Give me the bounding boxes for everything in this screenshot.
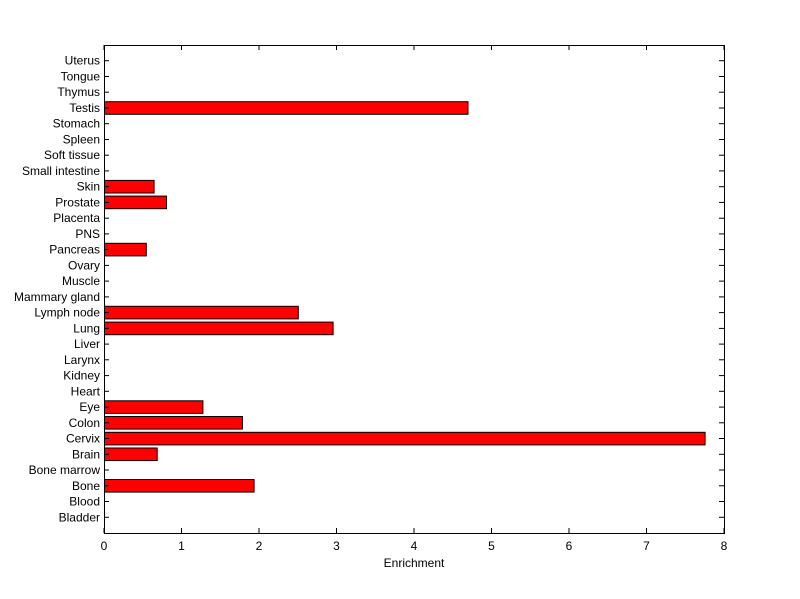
y-tick-label-kidney: Kidney: [63, 369, 100, 383]
y-tick-label-stomach: Stomach: [53, 117, 100, 131]
bar-prostate: [104, 195, 167, 210]
y-tick-label-lung: Lung: [73, 321, 100, 335]
y-tick-label-colon: Colon: [69, 416, 100, 430]
x-tick-label-6: 6: [566, 539, 573, 553]
bar-bone: [104, 479, 255, 493]
y-tick-label-bone-marrow: Bone marrow: [29, 463, 101, 477]
y-tick-label-brain: Brain: [72, 447, 100, 461]
y-tick-label-uterus: Uterus: [65, 54, 100, 68]
bar-pancreas: [104, 242, 147, 257]
bars-group: [104, 101, 706, 493]
y-tick-label-eye: Eye: [79, 400, 100, 414]
x-tick-label-3: 3: [333, 539, 340, 553]
x-tick-label-1: 1: [178, 539, 185, 553]
y-tick-label-spleen: Spleen: [63, 133, 100, 147]
y-tick-label-heart: Heart: [71, 384, 101, 398]
x-tick-label-7: 7: [643, 539, 650, 553]
bar-testis: [104, 101, 469, 115]
y-tick-label-mammary-gland: Mammary gland: [14, 290, 100, 304]
y-tick-label-muscle: Muscle: [62, 274, 100, 288]
y-tick-label-testis: Testis: [69, 101, 100, 115]
y-tick-label-pancreas: Pancreas: [49, 243, 100, 257]
y-tick-label-lymph-node: Lymph node: [34, 306, 100, 320]
y-tick-label-skin: Skin: [77, 180, 100, 194]
x-tick-label-5: 5: [488, 539, 495, 553]
y-tick-label-thymus: Thymus: [57, 85, 100, 99]
y-tick-label-soft-tissue: Soft tissue: [44, 148, 100, 162]
y-tick-label-larynx: Larynx: [64, 353, 100, 367]
x-tick-label-0: 0: [101, 539, 108, 553]
x-axis-label: Enrichment: [384, 556, 445, 570]
bar-cervix: [104, 431, 706, 446]
x-tick-label-8: 8: [721, 539, 728, 553]
bar-brain: [104, 447, 158, 462]
y-tick-label-cervix: Cervix: [66, 432, 100, 446]
y-tick-label-bone: Bone: [72, 479, 100, 493]
bar-eye: [104, 400, 204, 414]
x-tick-label-2: 2: [256, 539, 263, 553]
y-tick-label-placenta: Placenta: [53, 211, 100, 225]
y-tick-label-prostate: Prostate: [55, 195, 100, 209]
y-tick-label-ovary: Ovary: [68, 258, 100, 272]
y-tick-label-liver: Liver: [74, 337, 100, 351]
bar-lymph-node: [104, 305, 299, 320]
bar-skin: [104, 179, 155, 194]
axes-box: [104, 45, 725, 534]
y-tick-label-small-intestine: Small intestine: [22, 164, 100, 178]
bar-lung: [104, 321, 334, 336]
y-tick-label-pns: PNS: [75, 227, 100, 241]
y-tick-label-bladder: Bladder: [59, 510, 100, 524]
y-tick-label-blood: Blood: [69, 495, 100, 509]
y-tick-label-tongue: Tongue: [61, 70, 101, 84]
x-ticks-group: 0 1 2 3 4 5 6 7 8: [101, 45, 728, 553]
bar-colon: [104, 416, 243, 430]
x-tick-label-4: 4: [411, 539, 418, 553]
